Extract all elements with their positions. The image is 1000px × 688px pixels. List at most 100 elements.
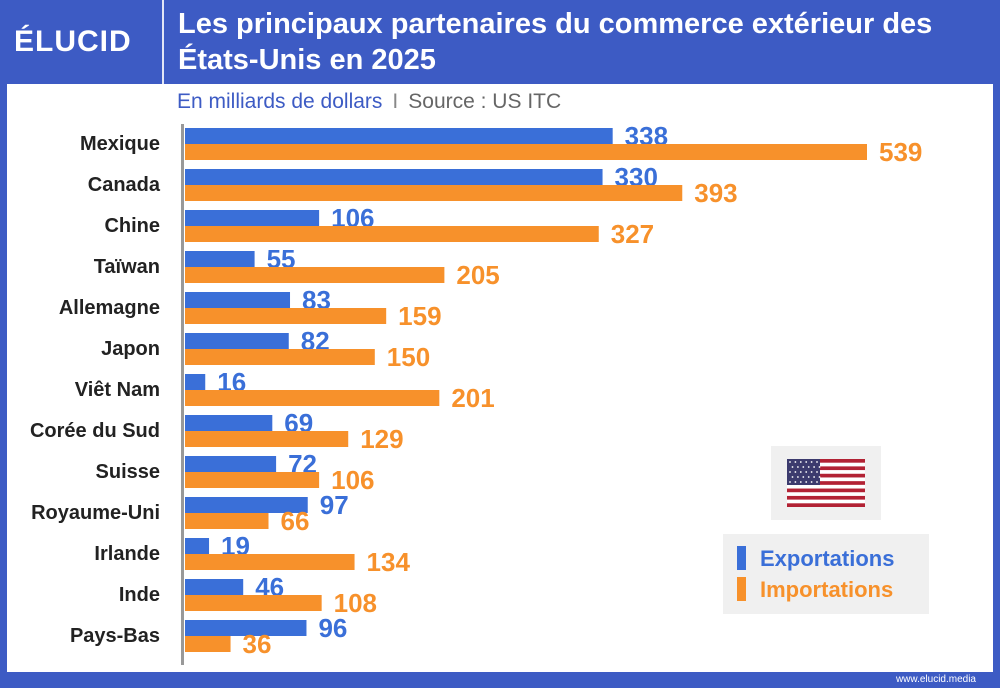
import-bar [185, 472, 320, 488]
flag-star [807, 476, 810, 478]
category-label: Corée du Sud [30, 420, 160, 442]
category-label: Taïwan [94, 256, 160, 278]
export-bar [185, 456, 277, 472]
import-value-label: 539 [879, 137, 922, 167]
flag-star [789, 481, 791, 483]
import-value-label: 36 [243, 629, 272, 659]
import-bar [185, 185, 683, 201]
category-label: Canada [88, 174, 161, 196]
import-value-label: 134 [367, 547, 411, 577]
flag-star [794, 481, 797, 483]
flag-star [810, 461, 813, 463]
us-flag-icon [787, 459, 865, 507]
flag-star [805, 471, 808, 473]
import-bar [185, 636, 231, 652]
flag-star [816, 481, 818, 483]
flag-star [799, 471, 802, 473]
export-bar [185, 538, 210, 554]
import-value-label: 150 [387, 342, 430, 372]
flag-star [789, 471, 791, 473]
import-value-label: 66 [281, 506, 310, 536]
import-value-label: 201 [451, 383, 494, 413]
y-axis-line [181, 124, 184, 665]
import-value-label: 327 [611, 219, 654, 249]
flag-star [813, 476, 815, 478]
import-bar [185, 595, 322, 611]
import-value-label: 108 [334, 588, 377, 618]
subtitle-unit: En milliards de dollars [177, 90, 383, 113]
import-bar [185, 390, 440, 406]
flag-star [802, 466, 805, 468]
export-bar [185, 620, 307, 636]
import-bar [185, 144, 867, 160]
flag-star [816, 461, 818, 463]
export-bar [185, 374, 206, 390]
flag-star [794, 471, 797, 473]
flag-star [810, 481, 813, 483]
category-label: Japon [101, 338, 160, 360]
category-label: Pays-Bas [70, 625, 160, 647]
flag-star [818, 466, 821, 468]
export-value-label: 97 [320, 490, 349, 520]
flag-star [813, 466, 815, 468]
subtitle-separator: I [392, 90, 399, 113]
flag-star [805, 461, 808, 463]
flag-star [797, 466, 799, 468]
flag-star [802, 476, 805, 478]
header: ÉLUCID Les principaux partenaires du com… [0, 0, 1000, 84]
export-bar [185, 415, 273, 431]
flag-stripe [787, 488, 865, 493]
legend-item-exports: Exportations [737, 544, 927, 574]
export-value-label: 96 [318, 613, 347, 643]
export-bar [185, 333, 289, 349]
subtitle-source: Source : US ITC [408, 90, 562, 113]
footer-url: www.elucid.media [895, 674, 976, 685]
brand-logo: ÉLUCID [14, 25, 132, 58]
legend-label-imports: Importations [760, 577, 894, 602]
flag-star [789, 461, 791, 463]
import-bar [185, 431, 349, 447]
flag-star [799, 461, 802, 463]
flag-star [791, 466, 794, 468]
export-bar [185, 292, 291, 308]
chart-subtitle: En milliards de dollars I Source : US ITC [177, 88, 561, 116]
import-bar [185, 267, 445, 283]
export-bar [185, 251, 255, 267]
category-label: Mexique [80, 133, 160, 155]
import-value-label: 159 [398, 301, 441, 331]
category-label: Irlande [94, 543, 160, 565]
flag-star [797, 476, 799, 478]
import-value-label: 205 [456, 260, 499, 290]
import-bar [185, 513, 269, 529]
flag-star [807, 466, 810, 468]
legend-item-imports: Importations [737, 575, 927, 605]
import-bar [185, 349, 375, 365]
category-label: Royaume-Uni [31, 502, 160, 524]
flag-star [816, 471, 818, 473]
import-value-label: 129 [360, 424, 403, 454]
legend-swatch-imports [737, 577, 746, 601]
legend-swatch-exports [737, 546, 746, 570]
chart-legend: Exportations Importations [723, 534, 929, 614]
export-bar [185, 579, 244, 595]
flag-star [791, 476, 794, 478]
import-bar [185, 226, 599, 242]
flag-stripe [787, 503, 865, 507]
category-label: Inde [119, 584, 160, 606]
flag-stripe [787, 466, 865, 471]
flag-stripe [787, 481, 865, 485]
flag-stripe [787, 495, 865, 500]
flag-star [794, 461, 797, 463]
export-bar [185, 210, 320, 226]
export-bar [185, 497, 308, 513]
flag-stripe [787, 459, 865, 463]
flag-star [818, 476, 821, 478]
export-bar [185, 128, 613, 144]
flag-box [771, 446, 881, 520]
import-bar [185, 308, 387, 324]
import-value-label: 393 [694, 178, 737, 208]
flag-star [810, 471, 813, 473]
flag-star [805, 481, 808, 483]
category-label: Allemagne [59, 297, 160, 319]
